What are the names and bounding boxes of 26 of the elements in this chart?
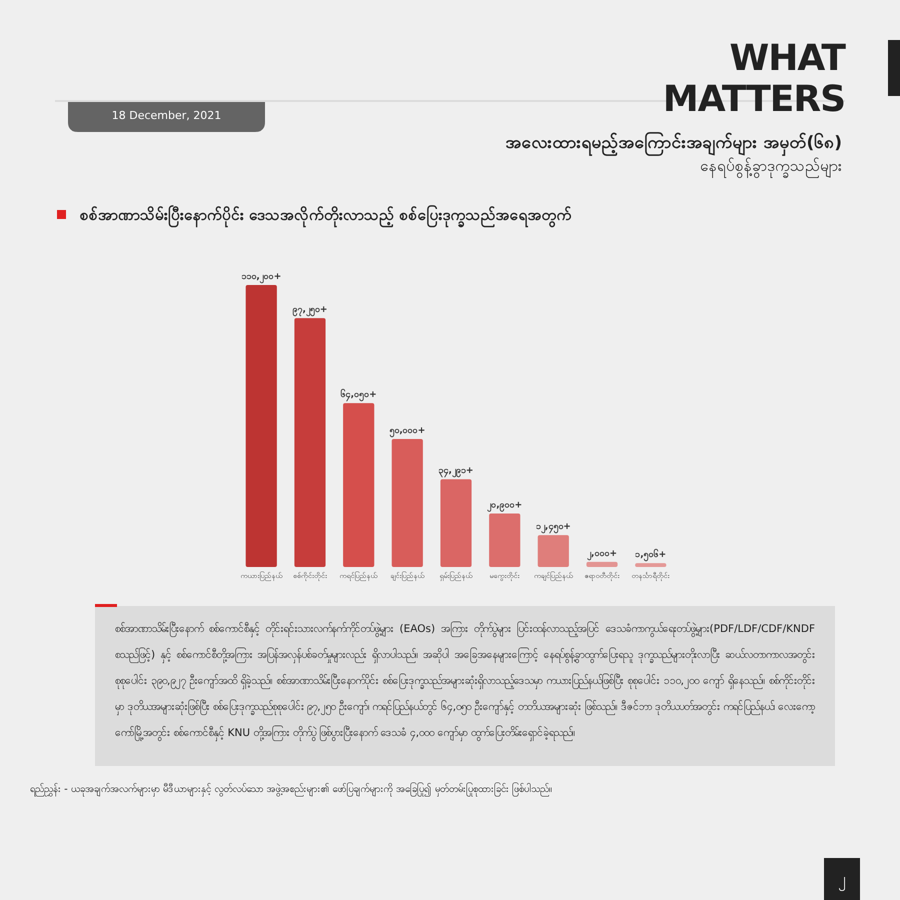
text: 18 December, 2021 [110, 109, 222, 122]
data-label: ၃၄,၂၉၁+ [438, 466, 474, 478]
bar [246, 285, 277, 567]
bar [489, 514, 520, 567]
text: ရည်ညွှန်း - ယခုအချက်အလက်များမှာ မီဒီယာများနှင့် လွတ်လပ်သော အဖွဲ့အစည်းများ၏ ဖော်ပြချက်များကို အခြေပြု၍ မှတ်တမ်းပြုစုထားခြင်း ဖြစ်ပါသည်။ [30, 782, 552, 798]
bar [392, 439, 423, 567]
text: WHAT MATTERS [662, 38, 845, 120]
data-label: ၁၁၀,၂၀၀+ [241, 272, 282, 284]
bar [635, 563, 666, 567]
data-label: ၂,၀၀၀+ [587, 548, 617, 561]
data-label: ၂၀,၉၀၀+ [487, 500, 522, 513]
text: နေရပ်စွန့်ခွာဒုက္ခသည်များ [699, 156, 842, 178]
data-label: ၉၇,၂၅၀+ [292, 305, 328, 318]
text: ၂ [837, 868, 847, 892]
data-label: ၁၂,၄၅၀+ [536, 522, 571, 534]
bar [440, 479, 472, 567]
data-label: ၆၄,၀၅၀+ [340, 389, 377, 402]
chart-subtitle: အလေးထားရမည့်အကြောင်းအချက်များ အမှတ်(၆၈) [506, 130, 842, 157]
text: စစ်အာဏာသိမ်းပြီးနောက် စစ်ကောင်စီနှင့် တိုင်းရင်းသားလက်နက်ကိုင်တပ်ဖွဲ့များ (EAOs) အကြား တိုက်ပွဲများ ပြင်းထန်လာသည့်အပြင် ဒေသခံကာကွယ်ရေးတပ်ဖွဲ့များ(PDF/LDF/CDF/KNDF စသည်ဖြင့်) နှင့် စစ်ကောင်စီတို့အကြား အပြန်အလှန်ပစ်ခတ်မှုများလည်း ရှိလာပါသည်။ အဆိုပါ အခြေအနေများကြောင့် နေရပ်စွန့်ခွာထွက်ပြေးရသူ ဒုက္ခသည်များတိုးလာပြီး ဆယ်လတာကာလအတွင်း စုစုပေါင်း ၃၉၀,၉၂၇ ဦးကျော်အထိ ရှိခဲ့သည်။ စစ်အာဏာသိမ်းပြီးနောက်ပိုင်း စစ်ပြေးဒုက္ခသည်အများဆုံးရှိလာသည့်ဒေသမှာ ကယားပြည်နယ်ဖြစ်ပြီး စုစုပေါင်း ၁၁၀,၂၀၀ ကျော် ရှိနေသည်။ စစ်ကိုင်းတိုင်းမှာ ဒုတိယအများဆုံးဖြစ်ပြီး စစ်ပြေးဒုက္ခသည်စုစုပေါင်း ၉၇,၂၅၀ ဦးကျော်၊ ကရင်ပြည်နယ်တွင် ၆၄,၀၅၀ ဦးကျော်နှင့် တတိယအများဆုံး ဖြစ်သည်။ ဒီဇင်ဘာ ဒုတိယပတ်အတွင်း ကရင်ပြည်နယ်၊ လေးကော့ကော်မြို့အတွင်း စစ်ကောင်စီနှင့် KNU တို့အကြား တိုက်ပွဲ ဖြစ်ပွားပြီးနောက် ဒေသခံ ၄,၀၀၀ ကျော်မှာ ထွက်ပြေးတိမ်းရှောင်ခဲ့ရသည်။ [115, 623, 815, 739]
chart-title: စစ်အာဏာသိမ်းပြီးနောက်ပိုင်း ဒေသအလိုက်တိုးလာသည့် စစ်ပြေးဒုက္ခသည်အရေအတွက် [80, 204, 572, 228]
bar [538, 535, 569, 567]
data-label: ၁,၅၀၆+ [635, 549, 666, 562]
bar [586, 562, 618, 567]
bar [343, 403, 374, 567]
bar [294, 318, 326, 567]
data-label: ၅၀,၀၀၀+ [389, 426, 426, 438]
